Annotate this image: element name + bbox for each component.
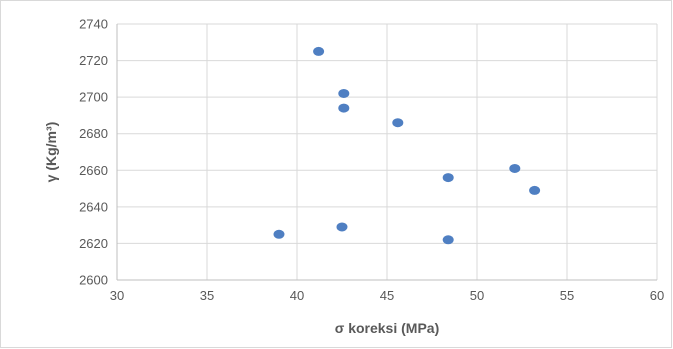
data-point bbox=[338, 103, 350, 113]
y-axis-title: γ (Kg/m³) bbox=[43, 122, 59, 183]
data-point bbox=[442, 235, 454, 245]
data-point bbox=[338, 88, 350, 98]
grid-lines bbox=[116, 23, 658, 281]
y-tick-label: 2620 bbox=[79, 236, 108, 251]
y-tick-label: 2600 bbox=[79, 273, 108, 288]
y-tick-label: 2700 bbox=[79, 90, 108, 105]
tick-labels: 2600 2620 2640 2660 2680 2700 2720 2740 30 35 40 45… bbox=[79, 17, 664, 304]
x-tick-label: 55 bbox=[560, 288, 574, 303]
y-tick-label: 2740 bbox=[79, 17, 108, 32]
data-point bbox=[392, 118, 404, 128]
data-point bbox=[509, 163, 521, 173]
x-tick-label: 50 bbox=[470, 288, 484, 303]
y-tick-label: 2720 bbox=[79, 53, 108, 68]
data-point bbox=[273, 229, 285, 239]
y-tick-label: 2680 bbox=[79, 126, 108, 141]
data-point bbox=[313, 46, 325, 56]
data-points bbox=[273, 46, 541, 245]
data-point bbox=[442, 173, 454, 183]
data-point bbox=[529, 185, 541, 195]
y-tick-label: 2660 bbox=[79, 163, 108, 178]
x-axis-title: σ koreksi (MPa) bbox=[335, 320, 440, 336]
x-tick-label: 60 bbox=[650, 288, 664, 303]
x-tick-label: 30 bbox=[110, 288, 124, 303]
x-tick-label: 45 bbox=[380, 288, 394, 303]
y-tick-label: 2640 bbox=[79, 199, 108, 214]
x-tick-label: 35 bbox=[200, 288, 214, 303]
x-tick-label: 40 bbox=[290, 288, 304, 303]
data-point bbox=[336, 222, 348, 232]
axes bbox=[116, 24, 657, 281]
